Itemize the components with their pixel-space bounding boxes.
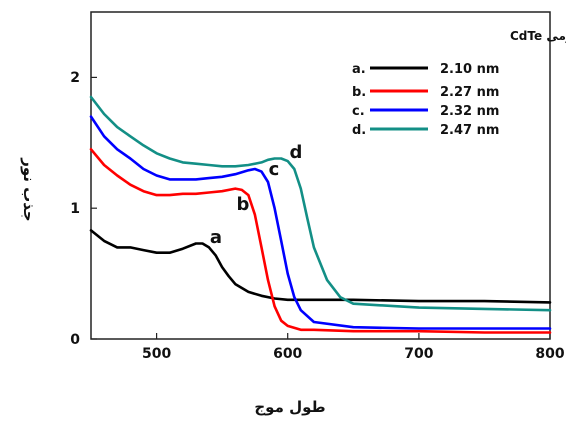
legend-entry-a: 2.10 nm <box>440 62 499 77</box>
y-tick-label-0: 0 <box>70 332 80 348</box>
curve-label-d: d <box>290 142 303 163</box>
legend-key-d: d. <box>352 123 366 138</box>
y-tick-label-2: 2 <box>70 70 80 86</box>
legend-key-b: b. <box>352 85 366 100</box>
x-tick-label-600: 600 <box>273 346 302 362</box>
series-line-c <box>89 115 552 330</box>
y-axis-label: جذب نور <box>20 157 38 221</box>
curve-label-c: c <box>269 159 280 180</box>
y-tick-label-1: 1 <box>70 201 80 217</box>
y-axis-ticks: 0 1 2 <box>70 70 97 348</box>
x-axis-label: طول موج <box>254 398 325 416</box>
series-line-d <box>89 95 552 312</box>
curve-label-a: a <box>210 227 222 248</box>
series-line-b <box>89 148 552 334</box>
legend-key-c: c. <box>352 104 365 119</box>
legend-title: شعاع نقاط کوانتومی CdTe <box>510 29 566 44</box>
legend-key-a: a. <box>352 62 366 77</box>
legend-entry-d: 2.47 nm <box>440 123 499 138</box>
legend: شعاع نقاط کوانتومی CdTe a. 2.10 nm b. 2.… <box>352 29 566 138</box>
series-line-a <box>89 229 552 304</box>
x-tick-label-700: 700 <box>404 346 433 362</box>
series-lines <box>89 95 552 334</box>
legend-entry-c: 2.32 nm <box>440 104 499 119</box>
x-tick-label-500: 500 <box>142 346 171 362</box>
x-tick-label-800: 800 <box>535 346 564 362</box>
plot-frame <box>90 11 551 340</box>
x-axis-ticks: 500 600 700 800 <box>142 333 565 362</box>
legend-entry-b: 2.27 nm <box>440 85 499 100</box>
curve-label-b: b <box>237 194 250 215</box>
